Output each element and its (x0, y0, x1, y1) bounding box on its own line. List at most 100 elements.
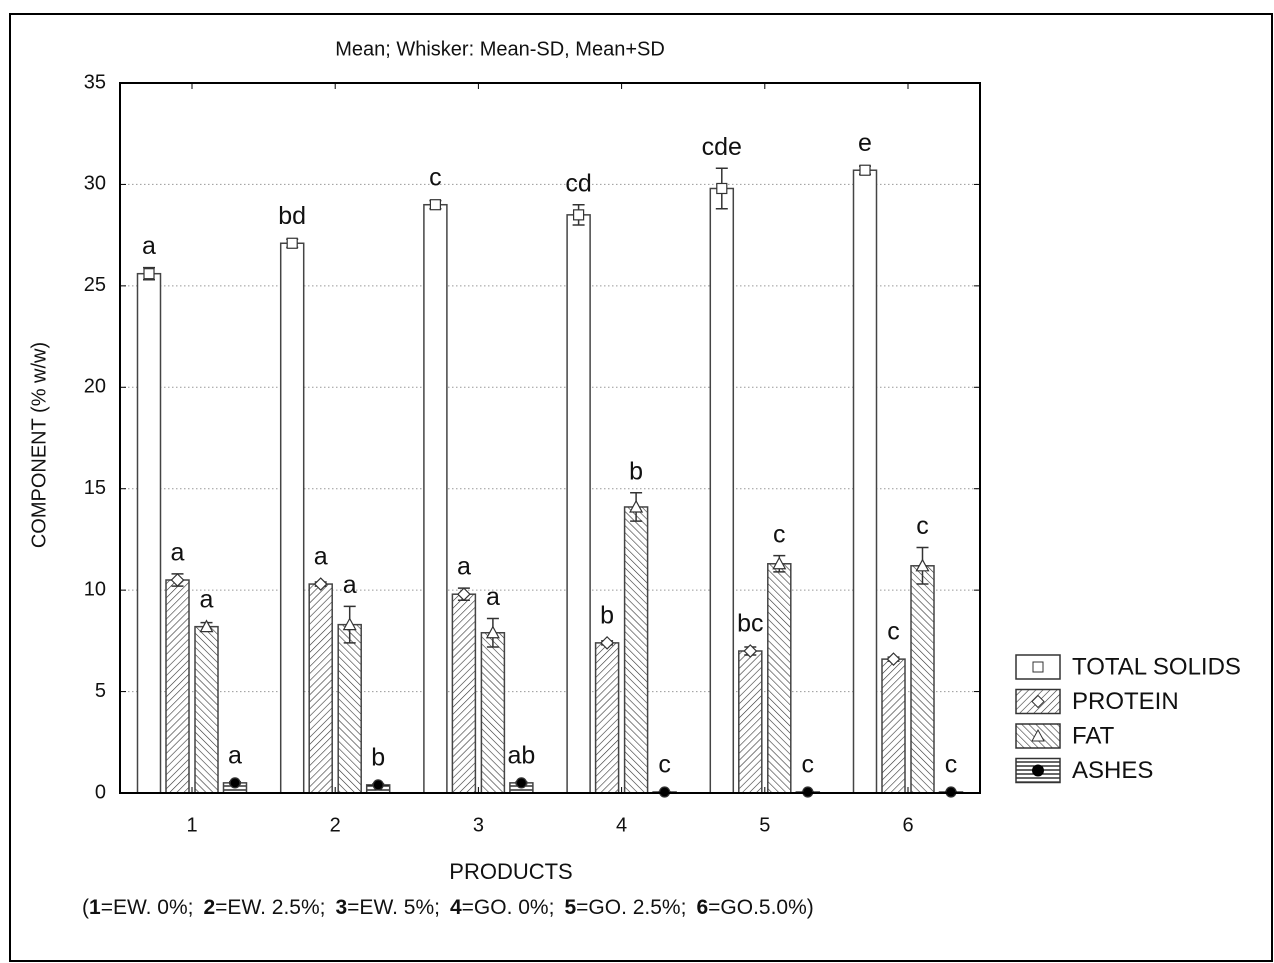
note-text: =GO. 2.5%; (576, 896, 686, 919)
legend-marker (1032, 661, 1044, 673)
group-letter: a (228, 741, 242, 769)
x-tick-label: 5 (759, 814, 770, 836)
mean-marker (886, 652, 901, 666)
y-tick-label: 0 (95, 781, 106, 803)
y-tick-label: 25 (84, 274, 106, 296)
y-tick-label: 15 (84, 477, 106, 499)
group-letter: cd (565, 169, 591, 197)
group-letter: a (200, 585, 214, 613)
group-letter: bc (737, 610, 763, 638)
group-letter: a (142, 232, 156, 260)
bar (279, 242, 305, 794)
mean-marker (313, 577, 328, 591)
bar (165, 579, 190, 794)
bar (852, 169, 878, 794)
mean-marker (170, 573, 185, 587)
mean-marker (143, 268, 155, 280)
mean-marker (658, 786, 671, 798)
bar (594, 642, 620, 794)
legend-label: PROTEIN (1072, 688, 1179, 715)
legend-label: FAT (1072, 722, 1115, 749)
group-letter: e (858, 129, 872, 157)
mean-marker (572, 209, 585, 221)
x-tick-label: 4 (616, 814, 627, 836)
bar (136, 272, 162, 794)
mean-marker (859, 164, 871, 176)
legend-marker (1031, 728, 1045, 742)
note-key: 1 (89, 896, 101, 919)
mean-marker (229, 777, 241, 789)
bar (308, 583, 333, 794)
mean-marker (716, 182, 728, 195)
group-letter: b (629, 457, 643, 485)
products-note: (1=EW. 0%; 2=EW. 2.5%; 3=EW. 5%; 4=GO. 0%; 5… (82, 896, 814, 919)
note-key: 2 (203, 896, 215, 919)
group-letter: a (171, 539, 185, 567)
x-tick-label: 3 (473, 814, 484, 836)
group-letter: c (887, 618, 900, 646)
group-letter: c (658, 751, 671, 779)
group-letter: b (600, 601, 614, 629)
x-tick-label: 2 (330, 814, 341, 836)
group-letter: a (486, 583, 500, 611)
bar (767, 563, 792, 794)
note-text: =EW. 0%; (101, 896, 194, 919)
mean-marker (743, 644, 758, 658)
mean-marker (629, 499, 644, 513)
group-letter: bd (278, 202, 306, 230)
legend-marker (1032, 764, 1044, 777)
plot-frame (119, 82, 981, 794)
group-letter: c (429, 163, 442, 191)
legend-label: ASHES (1072, 757, 1153, 784)
mean-marker (945, 786, 957, 798)
group-letter: c (945, 751, 958, 779)
x-tick-label: 1 (186, 814, 197, 836)
legend-marker (1031, 694, 1045, 709)
bar (566, 214, 591, 794)
bar (194, 625, 219, 794)
legend-label: TOTAL SOLIDS (1072, 653, 1241, 680)
mean-marker (457, 587, 471, 602)
note-text: =EW. 5%; (347, 896, 440, 919)
note-text: =GO. 0%; (462, 896, 555, 919)
y-tick-label: 5 (95, 680, 106, 702)
bar (337, 623, 362, 794)
bar (480, 631, 506, 794)
note-text: =EW. 2.5%; (215, 896, 325, 919)
note-key: 3 (335, 896, 347, 919)
bar (623, 506, 649, 794)
frame (9, 13, 1273, 962)
legend-swatch (1015, 688, 1061, 715)
y-tick-label: 30 (84, 173, 106, 195)
mean-marker (286, 237, 298, 249)
mean-marker (915, 558, 930, 572)
note-key: 6 (696, 896, 708, 919)
bar (738, 650, 763, 794)
y-axis-label: COMPONENT (% w/w) (28, 342, 50, 548)
group-letter: a (457, 553, 471, 581)
x-tick-label: 6 (902, 814, 913, 836)
bar (881, 658, 906, 794)
mean-marker (515, 777, 528, 789)
note-prefix: ( (82, 896, 89, 919)
y-tick-label: 20 (84, 376, 106, 398)
mean-marker (199, 619, 214, 633)
y-tick-label: 10 (84, 578, 106, 600)
group-letter: c (916, 512, 929, 540)
mean-marker (485, 625, 500, 639)
group-letter: ab (507, 741, 535, 769)
subtitle: Mean; Whisker: Mean-SD, Mean+SD (335, 38, 665, 60)
group-letter: cde (702, 133, 742, 161)
bar (910, 565, 935, 794)
group-letter: a (343, 571, 357, 599)
mean-marker (802, 786, 814, 798)
mean-marker (342, 617, 357, 631)
bar (709, 187, 735, 794)
mean-marker (600, 636, 614, 650)
bar (451, 593, 477, 794)
mean-marker (772, 556, 787, 570)
x-axis-label: PRODUCTS (449, 859, 572, 884)
mean-marker (372, 779, 384, 791)
y-tick-label: 35 (84, 71, 106, 93)
